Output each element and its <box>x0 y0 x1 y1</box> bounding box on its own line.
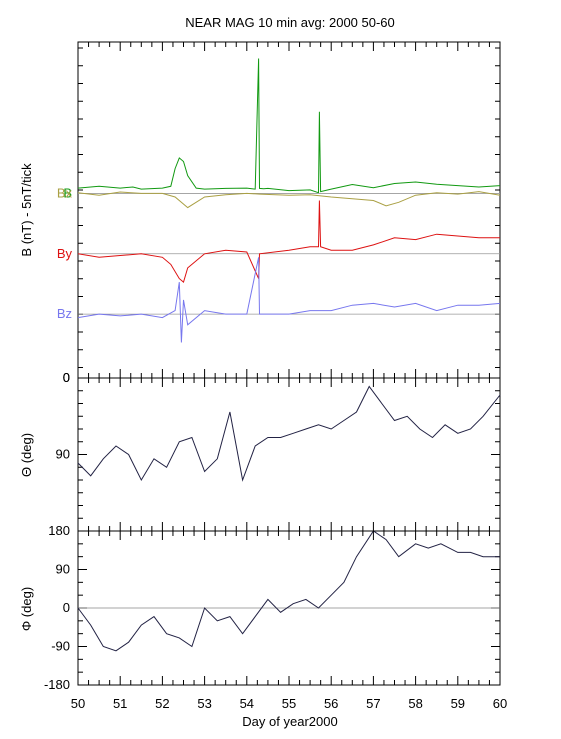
x-tick-label: 51 <box>113 696 127 711</box>
phi-series <box>77 530 500 652</box>
b-components-series-labels: BBx By Bz <box>57 185 73 321</box>
chart-title: NEAR MAG 10 min avg: 2000 50-60 <box>185 15 395 30</box>
theta-ytick-label: 0 <box>63 370 70 385</box>
b-components-series <box>77 58 501 343</box>
b-series-line-bz <box>77 257 501 343</box>
x-tick-label: 60 <box>493 696 507 711</box>
phi-ytick-label: 0 <box>63 600 70 615</box>
x-tick-label: 59 <box>451 696 465 711</box>
series-label-bz: Bz <box>57 306 72 321</box>
x-tick-label: 55 <box>282 696 296 711</box>
x-tick-label: 50 <box>71 696 85 711</box>
b-series-line-bx <box>77 191 501 209</box>
theta-series <box>77 385 501 482</box>
theta-ytick-label: 90 <box>56 447 70 462</box>
x-axis-label: Day of year2000 <box>242 714 337 729</box>
theta-panel: Θ (deg) 0 90 <box>19 370 501 532</box>
phi-series-line <box>77 530 500 652</box>
x-tick-label: 56 <box>324 696 338 711</box>
phi-ylabel: Φ (deg) <box>19 587 34 631</box>
phi-ytick-label: -180 <box>44 677 70 692</box>
phi-ytick-label: 180 <box>48 523 70 538</box>
phi-ticks: 180 90 0 -90 -180 <box>44 523 500 692</box>
b-components-panel: B (nT) - 5nT/tick BBx By Bz 0 <box>19 41 501 385</box>
theta-ylabel: Θ (deg) <box>19 433 34 477</box>
theta-series-line <box>77 385 501 482</box>
b-components-frame <box>77 41 501 379</box>
b-series-line-b <box>77 58 501 194</box>
theta-ticks: 0 90 <box>56 370 500 532</box>
series-label-bx: Bx <box>57 185 73 200</box>
b-components-zero-label: 0 <box>63 370 70 385</box>
b-components-ylabel: B (nT) - 5nT/tick <box>19 163 34 257</box>
x-tick-label: 58 <box>408 696 422 711</box>
b-components-ticks <box>78 47 500 368</box>
series-label-b: B <box>63 185 72 200</box>
x-tick-label: 54 <box>240 696 254 711</box>
theta-frame <box>77 377 501 532</box>
phi-ytick-label: 90 <box>56 562 70 577</box>
x-tick-label: 52 <box>155 696 169 711</box>
series-label-by: By <box>57 246 73 261</box>
phi-panel: Φ (deg) 180 90 0 -90 -180 50 51 52 53 54 55 56 57 58… <box>19 42 507 729</box>
x-tick-label: 53 <box>197 696 211 711</box>
x-axis-ticks: 50 51 52 53 54 55 56 57 58 59 60 <box>71 42 507 711</box>
phi-ytick-label: -90 <box>51 639 70 654</box>
b-series-line-by <box>77 200 500 283</box>
x-tick-label: 57 <box>366 696 380 711</box>
